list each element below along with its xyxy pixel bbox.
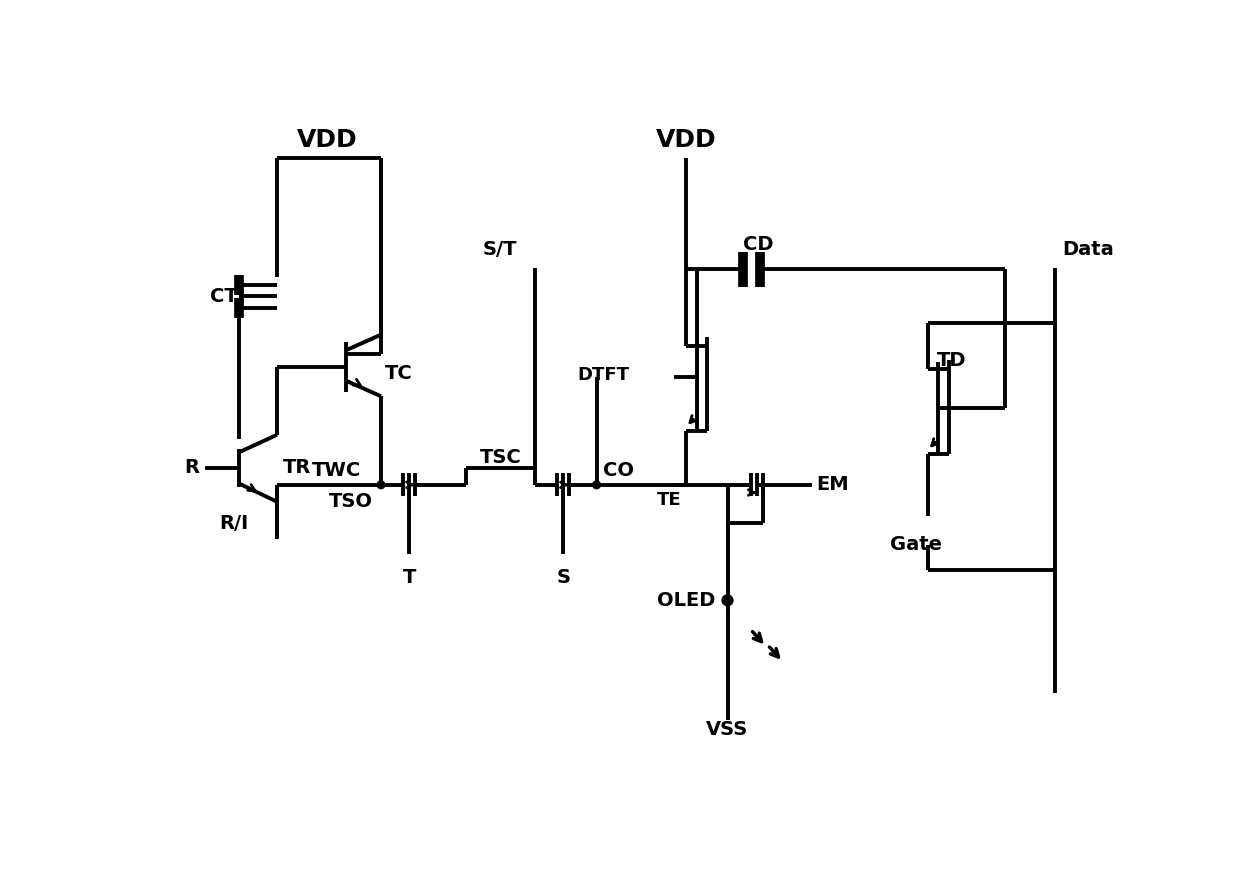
Text: CO: CO [602, 461, 633, 480]
Text: TE: TE [657, 491, 682, 509]
Circle shape [722, 595, 732, 606]
Text: VDD: VDD [656, 128, 716, 151]
Text: DTFT: DTFT [578, 366, 630, 384]
Circle shape [593, 481, 600, 488]
Text: TSO: TSO [329, 492, 372, 512]
Circle shape [377, 481, 385, 488]
Text: Data: Data [1063, 240, 1115, 260]
Text: TR: TR [282, 459, 310, 478]
Text: VSS: VSS [706, 720, 748, 739]
Circle shape [724, 597, 731, 604]
Text: Gate: Gate [891, 536, 943, 555]
Text: CT: CT [210, 287, 238, 306]
Text: TD: TD [936, 350, 966, 369]
Text: S/T: S/T [484, 240, 517, 260]
Text: S: S [557, 568, 570, 587]
Text: R: R [184, 459, 199, 478]
Text: EM: EM [816, 475, 849, 495]
Text: T: T [402, 568, 416, 587]
Text: TSC: TSC [480, 448, 521, 468]
Text: TWC: TWC [312, 461, 361, 480]
Text: VDD: VDD [297, 128, 357, 151]
Text: TC: TC [385, 364, 413, 383]
Text: OLED: OLED [657, 590, 715, 610]
Text: CD: CD [743, 235, 773, 254]
Text: R/I: R/I [219, 513, 249, 533]
